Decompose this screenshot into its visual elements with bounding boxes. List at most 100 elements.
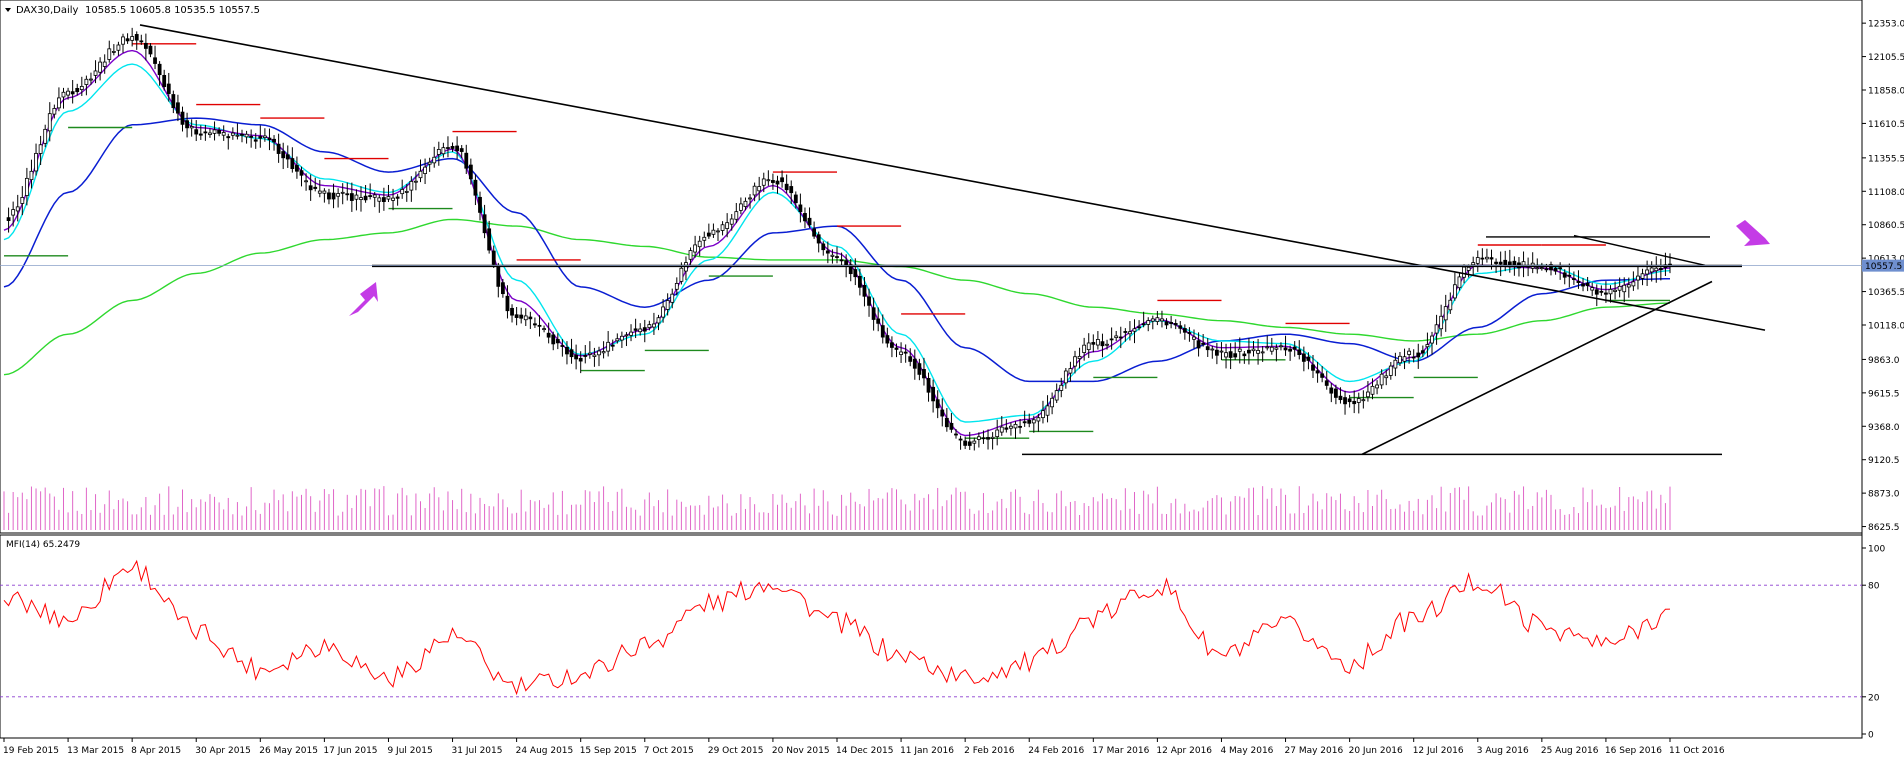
candle-body bbox=[597, 350, 601, 356]
candle-body bbox=[674, 283, 679, 290]
candle-body bbox=[1095, 339, 1100, 346]
price-tick-label: 9368.0 bbox=[1868, 423, 1900, 433]
candle-body bbox=[716, 230, 720, 233]
candle-body bbox=[185, 120, 189, 129]
candle-body bbox=[633, 328, 638, 331]
candle-body bbox=[1031, 419, 1036, 424]
candle-body bbox=[1173, 323, 1178, 326]
candle-body bbox=[857, 275, 862, 288]
candle-body bbox=[6, 217, 11, 221]
candle-body bbox=[1617, 285, 1622, 291]
candle-body bbox=[230, 132, 235, 136]
candle-body bbox=[125, 38, 130, 42]
candle-body bbox=[1599, 290, 1604, 293]
time-tick-label: 7 Oct 2015 bbox=[644, 746, 694, 756]
candle-body bbox=[1535, 267, 1540, 270]
candle-body bbox=[1269, 346, 1274, 352]
price-tick-label: 11858.0 bbox=[1868, 87, 1904, 97]
candle-body bbox=[793, 194, 798, 204]
candle-body bbox=[281, 151, 286, 159]
collapse-triangle-icon[interactable] bbox=[5, 8, 11, 12]
descending-trendline bbox=[139, 24, 1766, 331]
candle-body bbox=[784, 183, 789, 191]
candle-body bbox=[1265, 346, 1270, 349]
candle-body bbox=[922, 369, 926, 379]
candle-body bbox=[15, 206, 20, 212]
mfi-tick-label: 0 bbox=[1868, 731, 1874, 741]
candle-body bbox=[546, 332, 551, 338]
candle-body bbox=[606, 341, 611, 352]
candle-body bbox=[24, 177, 29, 196]
candle-body bbox=[1192, 336, 1196, 340]
candle-body bbox=[1320, 373, 1325, 378]
candle-body bbox=[995, 429, 1000, 438]
candle-body bbox=[432, 156, 437, 164]
candle-body bbox=[496, 266, 501, 287]
candle-body bbox=[1654, 267, 1659, 272]
candle-body bbox=[862, 284, 867, 297]
candle-body bbox=[1576, 280, 1581, 283]
candle-body bbox=[533, 323, 537, 326]
candle-body bbox=[1425, 344, 1430, 348]
candle-body bbox=[949, 422, 954, 430]
candle-body bbox=[697, 240, 702, 248]
candle-body bbox=[1347, 398, 1352, 403]
arrow-left-up-icon bbox=[349, 282, 378, 316]
candle-body bbox=[473, 179, 478, 196]
candle-body bbox=[322, 190, 327, 194]
candle-body bbox=[262, 135, 267, 138]
price-tick-label: 11355.5 bbox=[1868, 154, 1904, 164]
time-tick-label: 16 Sep 2016 bbox=[1605, 746, 1662, 756]
candle-body bbox=[1146, 320, 1151, 325]
arrow-right-down-icon bbox=[1736, 220, 1770, 246]
candle-body bbox=[1398, 355, 1402, 364]
candle-body bbox=[748, 197, 752, 200]
candle-body bbox=[189, 126, 194, 129]
candle-body bbox=[1379, 373, 1384, 386]
candle-body bbox=[47, 113, 52, 132]
candle-body bbox=[1041, 410, 1045, 419]
candle-body bbox=[542, 328, 546, 331]
candle-body bbox=[1338, 395, 1343, 401]
candle-body bbox=[816, 234, 821, 244]
mfi-tick-label: 100 bbox=[1868, 545, 1885, 555]
candle-body bbox=[1420, 350, 1425, 354]
candle-body bbox=[1498, 261, 1503, 265]
candle-body bbox=[395, 196, 400, 199]
candle-body bbox=[725, 222, 730, 229]
candle-body bbox=[1256, 350, 1260, 354]
candle-body bbox=[935, 399, 940, 409]
time-tick-label: 31 Jul 2015 bbox=[452, 746, 503, 756]
candle-body bbox=[1443, 306, 1448, 321]
candles bbox=[6, 27, 1672, 451]
candle-body bbox=[11, 209, 16, 216]
candle-body bbox=[116, 44, 121, 51]
candle-body bbox=[1118, 336, 1123, 339]
candle-body bbox=[565, 346, 569, 355]
time-tick-label: 19 Feb 2015 bbox=[3, 746, 59, 756]
candle-body bbox=[830, 254, 835, 257]
candle-body bbox=[272, 138, 276, 143]
candle-body bbox=[1430, 335, 1434, 344]
candle-body bbox=[418, 170, 423, 179]
candle-body bbox=[1214, 349, 1219, 356]
symbol-label: DAX30,Daily bbox=[16, 5, 79, 16]
candle-body bbox=[386, 196, 391, 200]
candle-body bbox=[1640, 273, 1645, 279]
time-tick-label: 12 Apr 2016 bbox=[1156, 746, 1212, 756]
candle-body bbox=[757, 186, 762, 192]
candle-body bbox=[20, 197, 25, 204]
candle-body bbox=[468, 164, 473, 180]
candle-body bbox=[1594, 289, 1599, 295]
candle-body bbox=[1343, 397, 1347, 405]
price-tick-label: 12105.5 bbox=[1868, 53, 1904, 63]
candle-body bbox=[981, 437, 986, 440]
candle-body bbox=[743, 200, 748, 207]
time-tick-label: 30 Apr 2015 bbox=[195, 746, 251, 756]
candle-body bbox=[1022, 421, 1027, 424]
candle-body bbox=[642, 327, 647, 332]
candle-body bbox=[729, 218, 734, 225]
candle-body bbox=[867, 296, 871, 306]
candle-body bbox=[143, 42, 148, 49]
candle-body bbox=[972, 440, 977, 444]
